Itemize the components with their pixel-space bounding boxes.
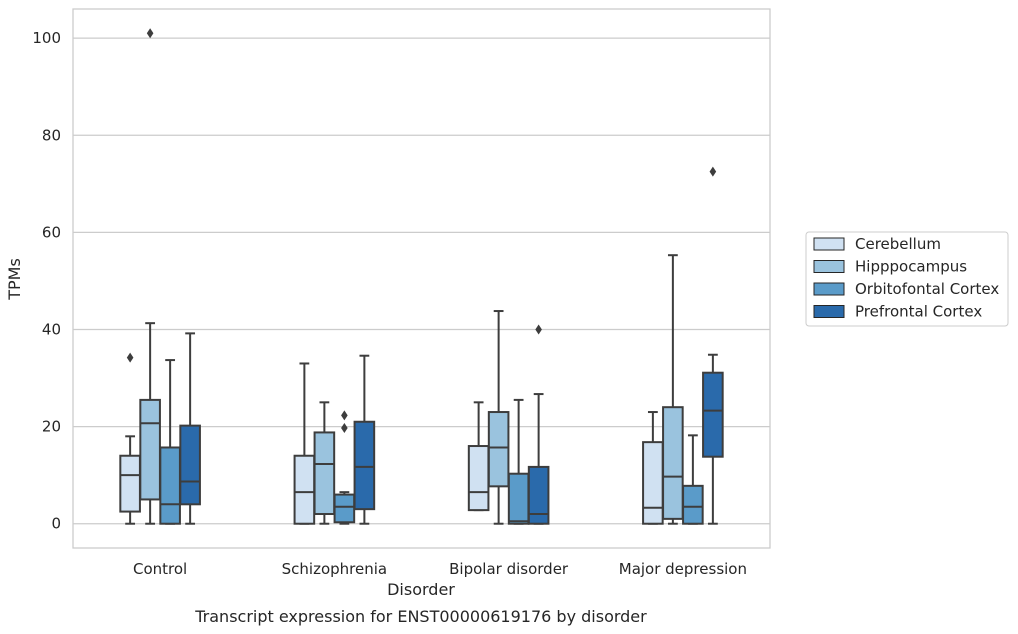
- outlier-point: [126, 352, 134, 363]
- box: [119, 454, 141, 513]
- chart-caption: Transcript expression for ENST0000061917…: [194, 607, 647, 626]
- box-plot: [507, 398, 530, 525]
- box-plot: [159, 359, 181, 525]
- box-plot: [333, 410, 356, 525]
- box: [507, 472, 530, 525]
- y-tick-label: 100: [32, 29, 61, 47]
- box-plot: [353, 354, 376, 525]
- box-plot: [642, 411, 664, 525]
- box: [487, 411, 510, 488]
- x-tick-label: Schizophrenia: [282, 560, 387, 578]
- outlier-point: [341, 423, 348, 434]
- series-cerebellum: [119, 352, 664, 525]
- box: [467, 445, 490, 512]
- box-plot: [682, 434, 704, 525]
- box-plot: [467, 401, 490, 512]
- series-orbitofontal-cortex: [159, 359, 704, 525]
- box: [139, 398, 161, 501]
- x-axis-label: Disorder: [387, 580, 455, 599]
- y-tick-label: 80: [42, 126, 61, 144]
- y-tick-label: 60: [42, 223, 61, 241]
- box: [642, 441, 664, 525]
- box: [333, 493, 356, 524]
- y-tick-label: 20: [42, 418, 61, 436]
- x-tick-label: Control: [133, 560, 187, 578]
- outlier-point: [709, 166, 717, 177]
- y-tick-label: 40: [42, 320, 61, 338]
- box: [527, 465, 550, 525]
- legend-label: Prefrontal Cortex: [855, 303, 982, 321]
- legend: Cerebellum Hipppocampus Orbitofontal Corte…: [805, 231, 1009, 327]
- legend-frame: [805, 231, 1009, 327]
- box: [179, 424, 201, 506]
- box: [682, 484, 704, 525]
- plot-frame: [72, 8, 771, 549]
- legend-swatch: [813, 282, 845, 296]
- box-plot: [702, 166, 724, 525]
- outlier-point: [341, 410, 348, 421]
- series-prefrontal-cortex: [179, 166, 724, 525]
- box: [702, 371, 724, 458]
- series-hipppocampus: [139, 28, 684, 525]
- box: [159, 446, 181, 525]
- legend-swatch: [813, 305, 845, 318]
- box-plot: [487, 310, 510, 525]
- box-plot: [527, 324, 550, 525]
- box: [313, 431, 336, 516]
- x-tick-label: Bipolar disorder: [449, 560, 569, 578]
- x-tick-labels: Control Schizophrenia Bipolar disorder Majo…: [133, 560, 747, 578]
- legend-swatch: [813, 237, 845, 251]
- box: [353, 420, 376, 511]
- legend-label: Hipppocampus: [855, 258, 967, 276]
- outlier-point: [535, 324, 542, 335]
- legend-swatch: [813, 260, 845, 273]
- outlier-point: [146, 28, 154, 39]
- box-plot: [662, 254, 684, 525]
- box-plot: [293, 362, 316, 525]
- y-tick-label: 0: [51, 515, 61, 533]
- box-plot: [313, 401, 336, 525]
- box-plot: [179, 332, 201, 525]
- box: [293, 454, 316, 525]
- box-plot: [119, 352, 141, 525]
- legend-label: Cerebellum: [855, 235, 941, 253]
- legend-label: Orbitofontal Cortex: [855, 280, 999, 298]
- box: [662, 406, 684, 520]
- x-tick-label: Major depression: [619, 560, 747, 578]
- box-series: [119, 28, 724, 525]
- y-tick-labels: 0 20 40 60 80 100: [32, 29, 61, 533]
- y-axis-label: TPMs: [5, 258, 24, 301]
- box-plot: [139, 28, 161, 525]
